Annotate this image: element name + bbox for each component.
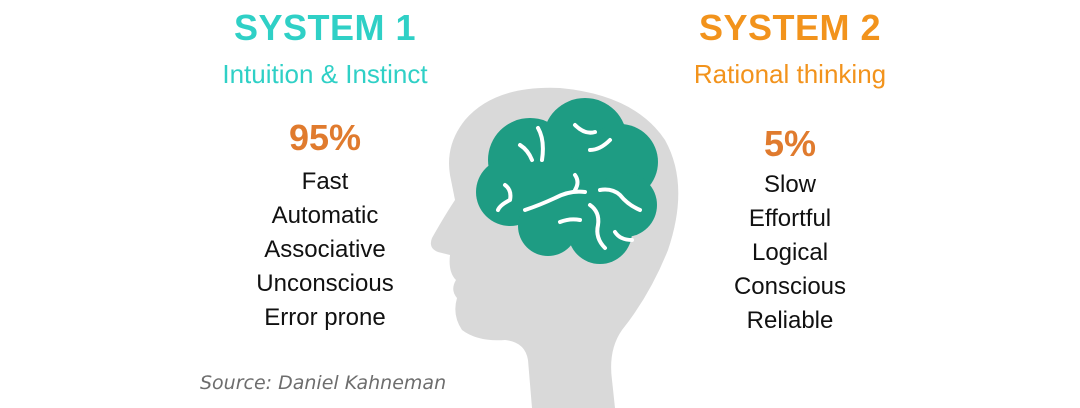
system1-title: SYSTEM 1	[233, 7, 417, 48]
system2-trait: Conscious	[733, 273, 847, 300]
system1-trait: Associative	[264, 236, 386, 263]
system2-percent: 5%	[763, 123, 817, 164]
system1-percent: 95%	[288, 117, 362, 158]
system1-trait: Error prone	[264, 304, 386, 331]
system2-subtitle: Rational thinking	[693, 59, 887, 89]
system1-trait: Automatic	[271, 202, 379, 229]
system2-trait: Logical	[751, 239, 829, 266]
system2-trait: Slow	[763, 171, 817, 198]
system1-trait: Fast	[301, 168, 349, 195]
system2-trait: Reliable	[746, 307, 834, 334]
system1-subtitle: Intuition & Instinct	[222, 59, 428, 89]
source-caption: Source: Daniel Kahneman	[200, 372, 447, 394]
system2-trait: Effortful	[748, 205, 832, 232]
system2-traits: Slow Effortful Logical Conscious Reliabl…	[640, 168, 940, 338]
system2-title: SYSTEM 2	[698, 7, 882, 48]
brain-icon	[476, 98, 658, 264]
system1-traits: Fast Automatic Associative Unconscious E…	[175, 165, 475, 335]
system1-trait: Unconscious	[256, 270, 394, 297]
